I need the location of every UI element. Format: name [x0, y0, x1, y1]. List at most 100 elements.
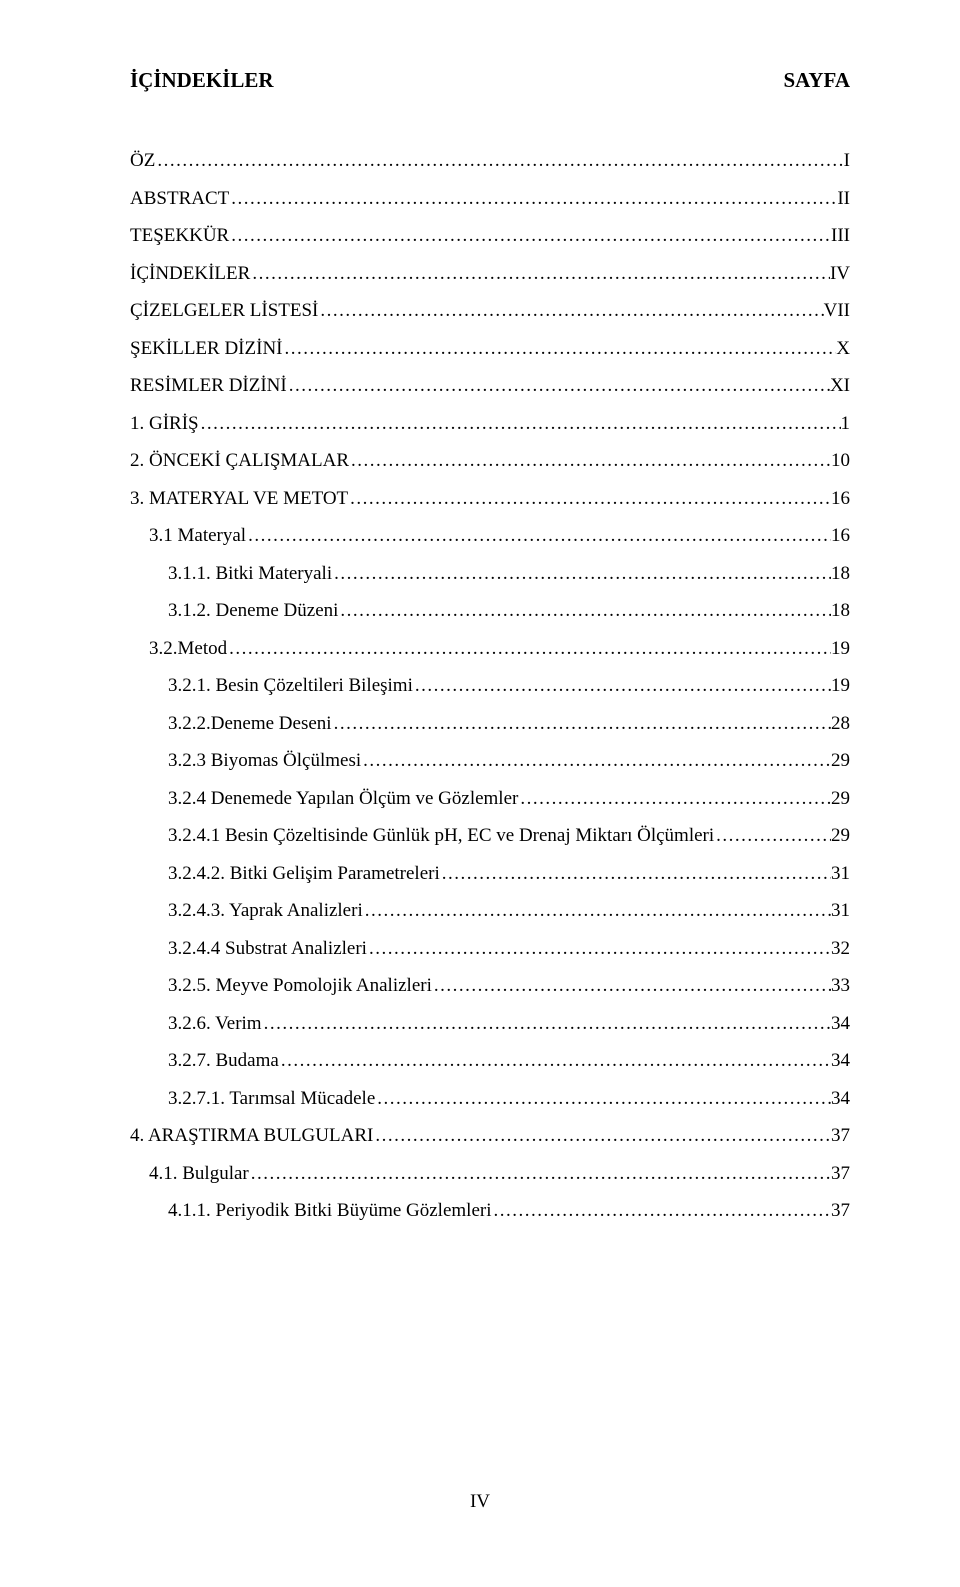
toc-leader	[283, 339, 837, 358]
toc-entry-page: 10	[831, 451, 850, 470]
toc-entry: ABSTRACTII	[130, 189, 850, 208]
toc-entry: 3.2.4.3. Yaprak Analizleri 31	[130, 901, 850, 920]
toc-leader	[279, 1051, 831, 1070]
toc-entry: TEŞEKKÜR III	[130, 226, 850, 245]
toc-entry-page: 33	[831, 976, 850, 995]
toc-entry: 3.1.2. Deneme Düzeni 18	[130, 601, 850, 620]
toc-entry-page: 31	[831, 901, 850, 920]
toc-entry-page: 29	[831, 826, 850, 845]
toc-entry-label: 4.1. Bulgular	[149, 1164, 249, 1183]
toc-leader	[262, 1014, 831, 1033]
toc-entry-label: 3.2.2.Deneme Deseni	[168, 714, 332, 733]
toc-entry-page: 34	[831, 1089, 850, 1108]
toc-entry-page: 34	[831, 1014, 850, 1033]
toc-entry-page: 37	[831, 1201, 850, 1220]
toc-entry-label: 3.2.4.1 Besin Çözeltisinde Günlük pH, EC…	[168, 826, 714, 845]
toc-entry-page: XI	[830, 376, 850, 395]
toc-entry: 3.2.7.1. Tarımsal Mücadele 34	[130, 1089, 850, 1108]
toc-entry-page: 18	[831, 601, 850, 620]
toc-leader	[432, 976, 831, 995]
toc-entry: 3.2.3 Biyomas Ölçülmesi 29	[130, 751, 850, 770]
toc-entry-label: 3.2.7. Budama	[168, 1051, 279, 1070]
toc-entry: 3.2.4.2. Bitki Gelişim Parametreleri 31	[130, 864, 850, 883]
toc-entry-label: İÇİNDEKİLER	[130, 264, 250, 283]
toc-leader	[349, 451, 831, 470]
toc-entry-page: 37	[831, 1164, 850, 1183]
toc-entry-label: 3.2.4.2. Bitki Gelişim Parametreleri	[168, 864, 440, 883]
toc-entry-page: 19	[831, 639, 850, 658]
toc-leader	[332, 714, 831, 733]
toc-leader	[714, 826, 831, 845]
toc-entry: 3. MATERYAL VE METOT16	[130, 489, 850, 508]
toc-leader	[250, 264, 830, 283]
toc-entry: 3.2.2.Deneme Deseni 28	[130, 714, 850, 733]
toc-leader	[332, 564, 831, 583]
toc-entry-page: 1	[841, 414, 851, 433]
toc-entry-page: 29	[831, 789, 850, 808]
toc-entry: ÖZI	[130, 151, 850, 170]
toc-leader	[348, 489, 831, 508]
toc-entry-label: RESİMLER DİZİNİ	[130, 376, 287, 395]
toc-entry: İÇİNDEKİLER IV	[130, 264, 850, 283]
toc-entry-label: 4.1.1. Periyodik Bitki Büyüme Gözlemleri	[168, 1201, 492, 1220]
toc-entry: 3.2.Metod 19	[130, 639, 850, 658]
toc-entry-page: 31	[831, 864, 850, 883]
toc-leader	[318, 301, 823, 320]
toc-header-left: İÇİNDEKİLER	[130, 68, 274, 93]
toc-leader	[363, 901, 831, 920]
toc-entry: 3.2.6. Verim34	[130, 1014, 850, 1033]
toc-entry-page: X	[836, 339, 850, 358]
toc-entry-page: 16	[831, 489, 850, 508]
toc-entry-label: ABSTRACT	[130, 189, 229, 208]
toc-entry-label: TEŞEKKÜR	[130, 226, 229, 245]
toc-entry-label: 3.2.5. Meyve Pomolojik Analizleri	[168, 976, 432, 995]
toc-entry-label: 3.2.1. Besin Çözeltileri Bileşimi	[168, 676, 413, 695]
toc-entry-page: IV	[830, 264, 850, 283]
toc-entry-label: 3.1.2. Deneme Düzeni	[168, 601, 338, 620]
toc-entry: 3.1 Materyal16	[130, 526, 850, 545]
toc-leader	[287, 376, 830, 395]
toc-leader	[338, 601, 831, 620]
toc-entry-label: 3.2.Metod	[149, 639, 227, 658]
toc-entry: 1. GİRİŞ 1	[130, 414, 850, 433]
toc-entry-page: 28	[831, 714, 850, 733]
toc-leader	[229, 189, 837, 208]
toc-leader	[440, 864, 831, 883]
toc-entry: 3.2.5. Meyve Pomolojik Analizleri 33	[130, 976, 850, 995]
toc-entry-label: 3.2.4 Denemede Yapılan Ölçüm ve Gözlemle…	[168, 789, 518, 808]
toc-entry-label: 2. ÖNCEKİ ÇALIŞMALAR	[130, 451, 349, 470]
toc-entry-label: ÇİZELGELER LİSTESİ	[130, 301, 318, 320]
toc-entry: 3.2.4.1 Besin Çözeltisinde Günlük pH, EC…	[130, 826, 850, 845]
toc-entry-label: 3.1 Materyal	[149, 526, 246, 545]
toc-entry: 4. ARAŞTIRMA BULGULARI37	[130, 1126, 850, 1145]
toc-entry-page: VII	[824, 301, 850, 320]
toc-entry: 4.1. Bulgular 37	[130, 1164, 850, 1183]
toc-entry-page: 18	[831, 564, 850, 583]
toc-entry: 4.1.1. Periyodik Bitki Büyüme Gözlemleri…	[130, 1201, 850, 1220]
toc-entry-page: I	[844, 151, 850, 170]
toc-entry: 3.1.1. Bitki Materyali18	[130, 564, 850, 583]
toc-entry: 3.2.4 Denemede Yapılan Ölçüm ve Gözlemle…	[130, 789, 850, 808]
page-number: IV	[0, 1491, 960, 1513]
toc-entry-page: 32	[831, 939, 850, 958]
toc-entry: RESİMLER DİZİNİ XI	[130, 376, 850, 395]
toc-entry: 3.2.7. Budama34	[130, 1051, 850, 1070]
toc-leader	[413, 676, 831, 695]
toc-list: ÖZI ABSTRACTII TEŞEKKÜR III İÇİNDEKİLER IV ÇİZ…	[130, 151, 850, 1220]
toc-leader	[373, 1126, 831, 1145]
toc-entry-page: 29	[831, 751, 850, 770]
toc-leader	[249, 1164, 831, 1183]
toc-leader	[227, 639, 831, 658]
toc-entry-page: III	[831, 226, 850, 245]
toc-entry-label: ŞEKİLLER DİZİNİ	[130, 339, 283, 358]
toc-header: İÇİNDEKİLER SAYFA	[130, 68, 850, 93]
toc-leader	[229, 226, 831, 245]
toc-entry-label: 3.2.7.1. Tarımsal Mücadele	[168, 1089, 375, 1108]
toc-entry-label: 3.2.4.3. Yaprak Analizleri	[168, 901, 363, 920]
toc-entry: 2. ÖNCEKİ ÇALIŞMALAR 10	[130, 451, 850, 470]
toc-leader	[375, 1089, 831, 1108]
toc-entry-page: 37	[831, 1126, 850, 1145]
toc-entry-page: 19	[831, 676, 850, 695]
toc-entry-label: 1. GİRİŞ	[130, 414, 199, 433]
toc-entry-label: 3.2.3 Biyomas Ölçülmesi	[168, 751, 361, 770]
